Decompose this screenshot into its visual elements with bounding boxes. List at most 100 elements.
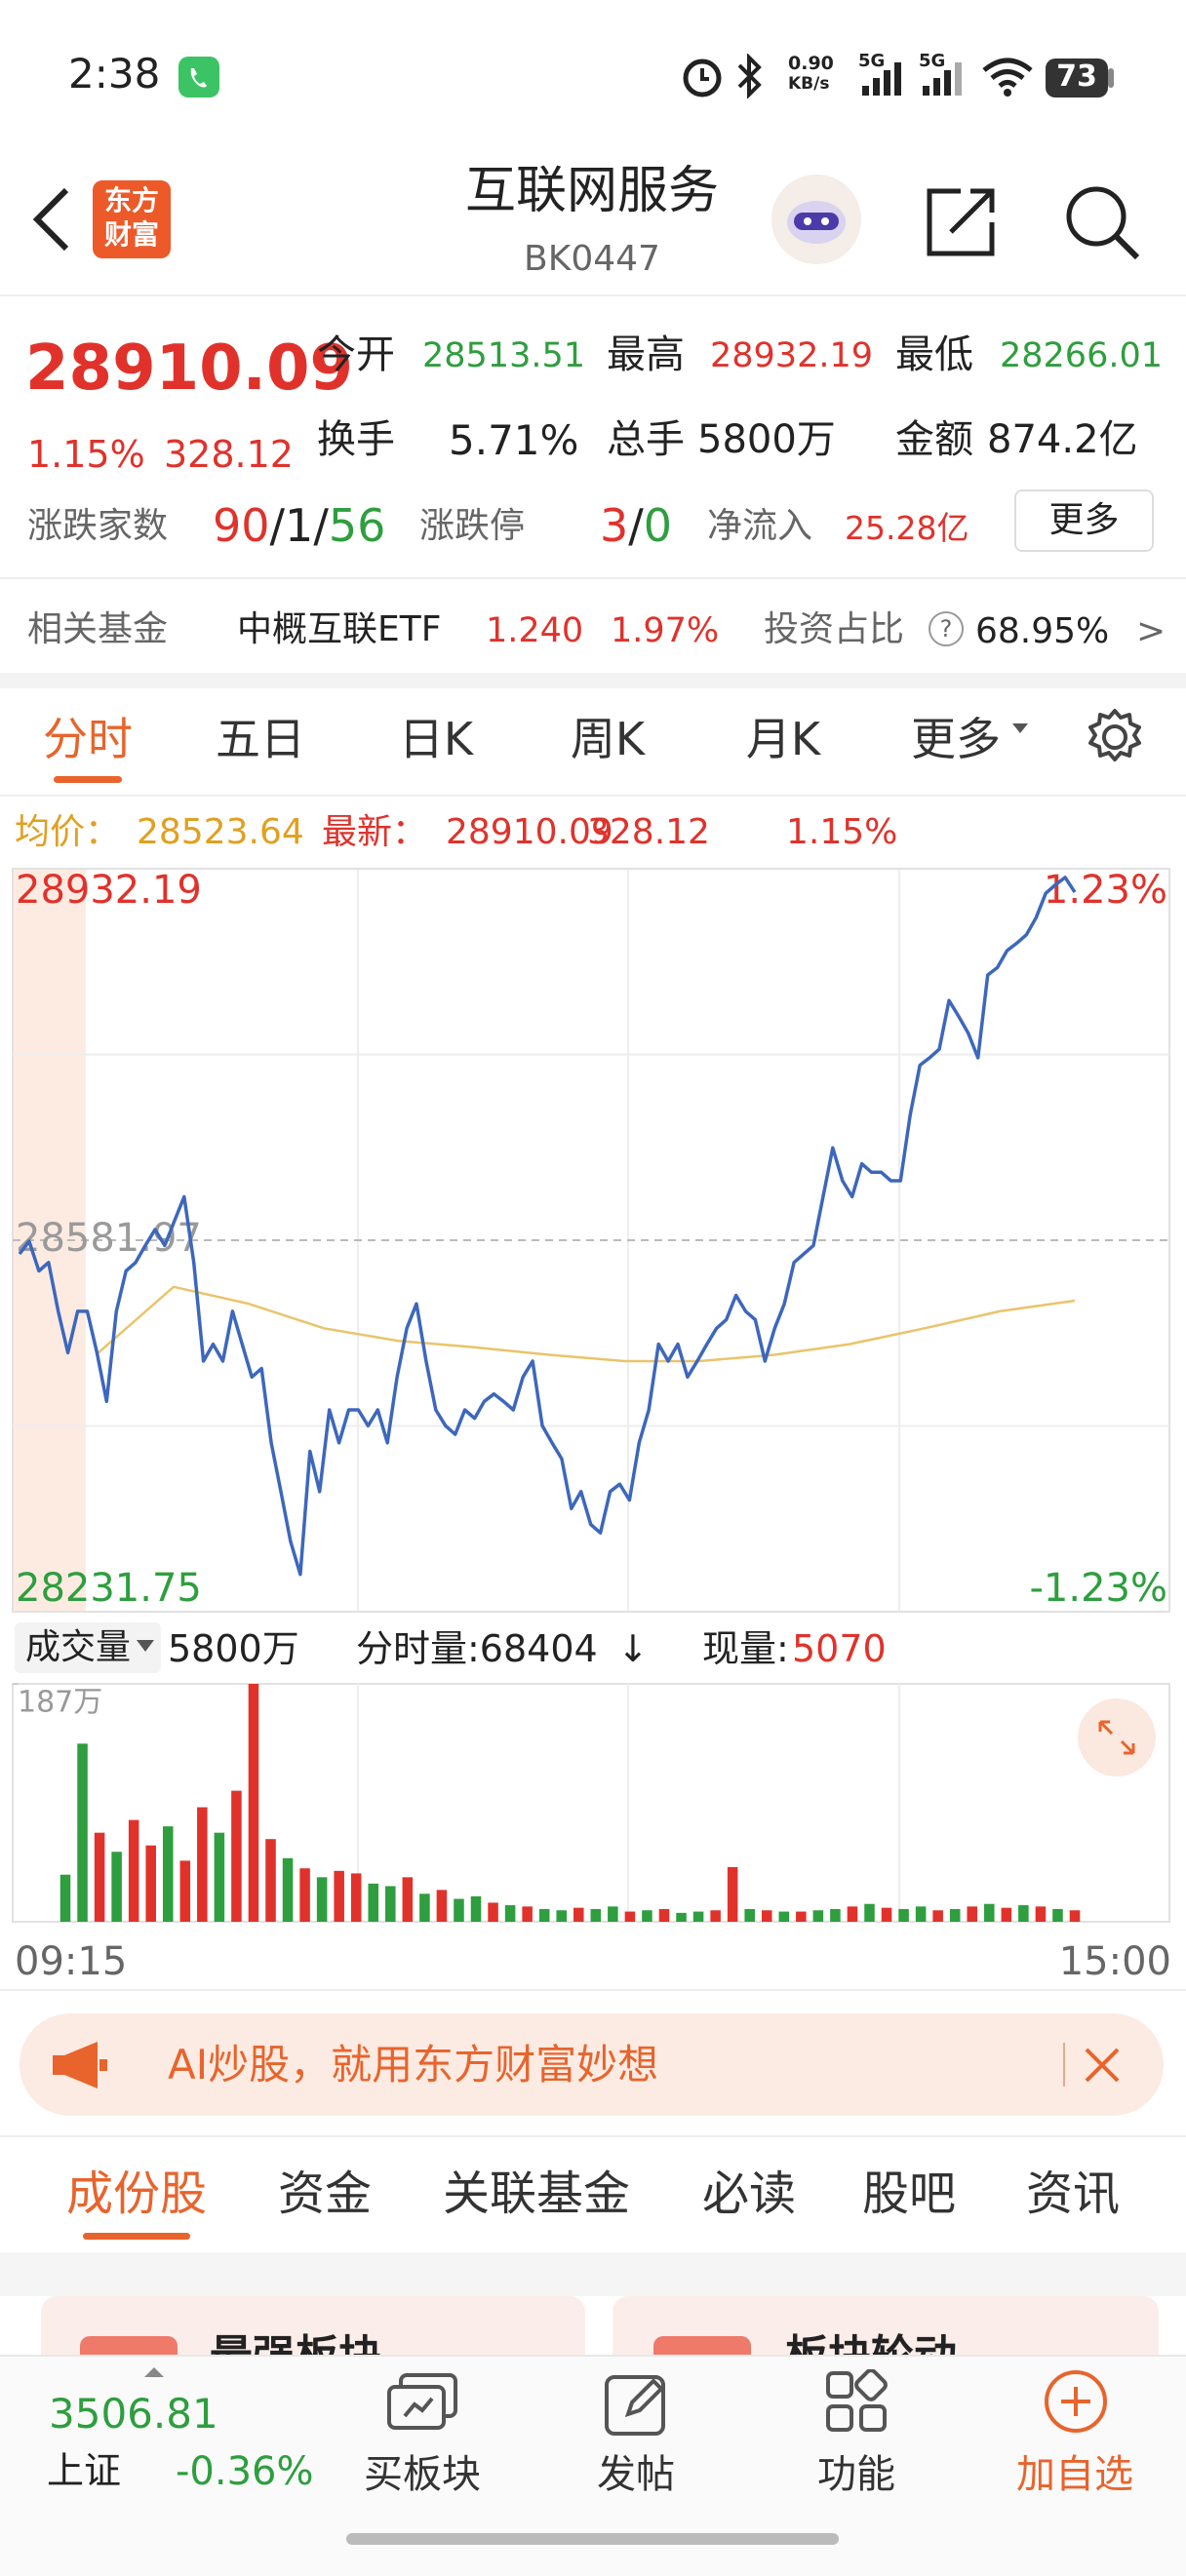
volume-bar (402, 1877, 414, 1922)
assistant-icon[interactable] (771, 174, 862, 265)
tick-arrow: ↓ (617, 1627, 649, 1670)
add-watch-icon[interactable] (1042, 2367, 1110, 2436)
post-icon[interactable] (603, 2369, 671, 2438)
volume-bar (830, 1908, 841, 1922)
help-icon[interactable]: ? (929, 611, 964, 646)
chart-tab[interactable]: 分时 (43, 713, 133, 765)
banner-text[interactable]: AI炒股，就用东方财富妙想 (168, 2041, 659, 2088)
y2-tick-label: 1.23% (1044, 868, 1167, 913)
section-tab[interactable]: 关联基金 (442, 2166, 630, 2221)
ratio-arrow[interactable]: > (1136, 611, 1166, 651)
expand-button[interactable] (1078, 1698, 1156, 1776)
function-icon[interactable] (824, 2369, 890, 2436)
breadth-label: 涨跌家数 (27, 506, 169, 546)
logo-text: 财富 (103, 218, 159, 251)
buy-board-icon[interactable] (383, 2369, 461, 2438)
volume-bar (1018, 1905, 1029, 1922)
signal-label: 5G (858, 51, 886, 71)
stat-value: 28513.51 (422, 336, 586, 375)
call-icon (178, 57, 219, 98)
limit-label: 涨跌停 (419, 506, 526, 546)
index-change[interactable]: -0.36% (176, 2449, 314, 2494)
volume-selector[interactable] (15, 1622, 161, 1673)
index-value[interactable]: 3506.81 (49, 2390, 218, 2438)
volume-bar (642, 1910, 652, 1922)
chart-tab[interactable]: 五日 (216, 713, 305, 765)
volume-bar (778, 1911, 790, 1922)
x-tick-label: 15:00 (1058, 1939, 1171, 1984)
status-time: 2:38 (68, 50, 161, 98)
board-code: BK0447 (524, 239, 660, 279)
home-indicator (346, 2533, 839, 2545)
section-tab[interactable]: 资金 (277, 2166, 372, 2221)
last-change-percent: 1.15% (786, 812, 898, 852)
volume-bar (761, 1910, 772, 1922)
volume-bar (368, 1883, 379, 1922)
down-count: 56 (328, 499, 386, 552)
volume-bar (1052, 1908, 1063, 1922)
more-button[interactable]: 更多 (1014, 489, 1154, 552)
nav-label[interactable]: 功能 (817, 2452, 895, 2497)
volume-bar (454, 1898, 464, 1922)
volume-bar (796, 1911, 807, 1922)
chart-tab[interactable]: 更多 (911, 713, 1001, 765)
nav-label[interactable]: 发帖 (597, 2452, 675, 2497)
section-tab[interactable]: 股吧 (861, 2166, 956, 2221)
volume-bar (522, 1906, 533, 1922)
alarm-icon (683, 59, 722, 98)
separator: / (313, 499, 329, 552)
inflow-value: 25.28亿 (845, 509, 969, 547)
volume-bar (1035, 1906, 1047, 1922)
section-tab[interactable]: 资讯 (1025, 2166, 1120, 2221)
chart-tab[interactable]: 月K (745, 713, 821, 765)
chart-tab[interactable]: 周K (570, 713, 646, 765)
promo-banner[interactable] (20, 2013, 1164, 2116)
volume-bar (812, 1910, 824, 1922)
stat-label: 今开 (317, 332, 395, 377)
up-count: 90 (213, 499, 270, 552)
fund-name[interactable]: 中概互联ETF (237, 609, 442, 649)
price-line (18, 876, 1077, 1577)
volume-bar (316, 1877, 328, 1922)
last-change: 328.12 (587, 812, 710, 852)
volume-bar (847, 1906, 858, 1922)
average-line (98, 1285, 1076, 1363)
section-tab[interactable]: 必读 (701, 2166, 796, 2221)
signal-label: 5G (919, 51, 946, 71)
signal-icon (862, 62, 901, 96)
search-button[interactable] (1061, 181, 1143, 263)
stat-value: 28932.19 (710, 336, 874, 375)
close-banner[interactable] (1083, 2046, 1122, 2085)
y-tick-label: 187万 (18, 1686, 102, 1720)
breadth-values: 90/1/56 (213, 503, 385, 548)
volume-bar (282, 1857, 294, 1922)
limit-values: 3/0 (600, 503, 672, 548)
last-price: 28910.09 (25, 332, 354, 405)
volume-bar (197, 1807, 208, 1922)
volume-bar (898, 1908, 909, 1922)
volume-bar (915, 1906, 927, 1922)
net-speed: 0.90 (788, 53, 834, 74)
index-name[interactable]: 上证 (47, 2449, 122, 2492)
last-label: 最新： (322, 812, 428, 852)
volume-bar (676, 1912, 687, 1922)
change-percent: 1.15% (27, 433, 145, 476)
nav-label[interactable]: 加自选 (1016, 2452, 1133, 2497)
volume-bar (334, 1870, 344, 1922)
share-button[interactable] (922, 183, 1000, 261)
volume-bar (624, 1911, 636, 1922)
volume-bar (59, 1874, 71, 1922)
limit-down: 0 (643, 499, 673, 552)
settings-button[interactable] (1085, 707, 1145, 767)
volume-bar (573, 1907, 584, 1922)
volume-bar (881, 1907, 892, 1922)
volume-bar (932, 1910, 943, 1922)
volume-bar (419, 1893, 430, 1922)
back-button[interactable] (27, 185, 74, 254)
tick-volume: 分时量:68404 (356, 1627, 598, 1670)
nav-label[interactable]: 买板块 (364, 2452, 481, 2497)
volume-chart: 187万 (12, 1683, 1170, 1923)
volume-selector-label[interactable]: 成交量 (25, 1627, 132, 1667)
chart-tab[interactable]: 日K (398, 713, 474, 765)
section-tab[interactable]: 成份股 (65, 2166, 207, 2221)
